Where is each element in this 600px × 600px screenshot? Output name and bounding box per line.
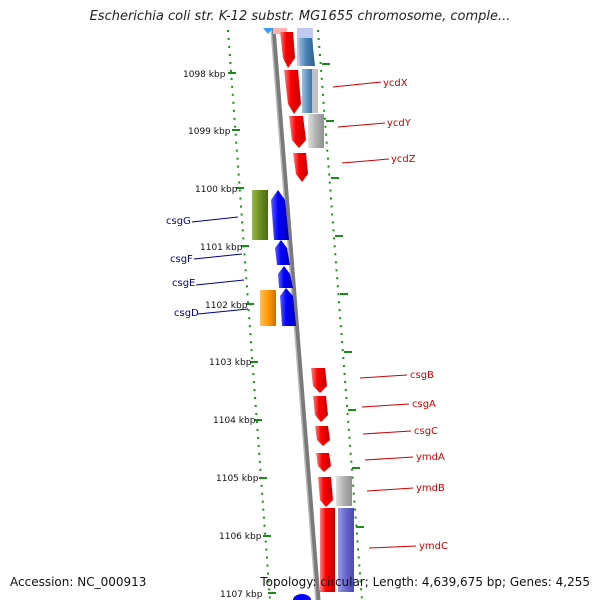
right-major-ticks (322, 63, 364, 528)
gene-label-ymdA[interactable]: ymdA (416, 452, 445, 463)
gene-feature (298, 38, 315, 66)
gene-label-csgC[interactable]: csgC (414, 426, 438, 437)
kbp-label: 1105 kbp (216, 474, 259, 484)
gene-label-csgD[interactable]: csgD (174, 308, 199, 319)
gene-label-csgF[interactable]: csgF (170, 254, 193, 265)
gene-feature (320, 508, 335, 592)
gene-feature (280, 32, 295, 68)
kbp-label: 1107 kbp (220, 590, 263, 600)
genome-backbone (270, 27, 321, 600)
cds-feature (308, 114, 324, 148)
cds-feature (338, 508, 354, 592)
gene-feature (271, 190, 289, 240)
gene-label-csgA[interactable]: csgA (412, 399, 436, 410)
cds-feature (260, 290, 276, 326)
kbp-label: 1099 kbp (188, 127, 231, 137)
gene-feature (275, 240, 290, 265)
kbp-label: 1102 kbp (205, 301, 248, 311)
feature-bottom-blue[interactable] (293, 594, 311, 600)
kbp-label: 1101 kbp (200, 243, 243, 253)
forward-genes-upper[interactable] (273, 28, 324, 182)
gene-feature (289, 116, 306, 148)
genome-summary-text: Topology: circular; Length: 4,639,675 bp… (260, 575, 590, 589)
kbp-label: 1106 kbp (219, 532, 262, 542)
gene-feature (284, 70, 301, 114)
kbp-label: 1098 kbp (183, 70, 226, 80)
gene-label-ymdC[interactable]: ymdC (419, 541, 448, 552)
gene-label-csgB[interactable]: csgB (410, 370, 434, 381)
gene-feature (280, 288, 296, 326)
gene-feature (293, 153, 308, 182)
gene-label-csgG[interactable]: csgG (166, 216, 191, 227)
reverse-genes[interactable] (252, 190, 296, 326)
kbp-label: 1103 kbp (209, 358, 252, 368)
cds-feature (336, 476, 352, 506)
gene-label-ycdX[interactable]: ycdX (383, 78, 408, 89)
feature-top-cyan[interactable] (263, 28, 273, 34)
gene-feature (313, 396, 328, 422)
gene-label-lines (191, 81, 417, 549)
gene-feature (311, 368, 327, 393)
kbp-label: 1104 kbp (213, 416, 256, 426)
gene-feature (278, 266, 293, 288)
gene-label-ymdB[interactable]: ymdB (416, 483, 445, 494)
gene-label-ycdY[interactable]: ycdY (387, 118, 412, 129)
gene-label-ycdZ[interactable]: ycdZ (391, 154, 416, 165)
kbp-label: 1100 kbp (195, 185, 238, 195)
gene-feature (318, 477, 333, 507)
gene-labels: ycdX ycdY ycdZ csgG csgF csgE csgD csgB … (166, 78, 448, 552)
accession-text: Accession: NC_000913 (10, 575, 147, 589)
kbp-labels: 1098 kbp 1099 kbp 1100 kbp 1101 kbp 1102… (183, 70, 263, 600)
gene-label-csgE[interactable]: csgE (172, 278, 195, 289)
forward-genes-lower[interactable] (311, 368, 354, 592)
left-major-ticks (228, 72, 276, 594)
gene-feature (316, 453, 331, 472)
cds-feature (252, 190, 268, 240)
gene-feature (315, 426, 330, 446)
map-title: Escherichia coli str. K-12 substr. MG165… (89, 9, 511, 24)
